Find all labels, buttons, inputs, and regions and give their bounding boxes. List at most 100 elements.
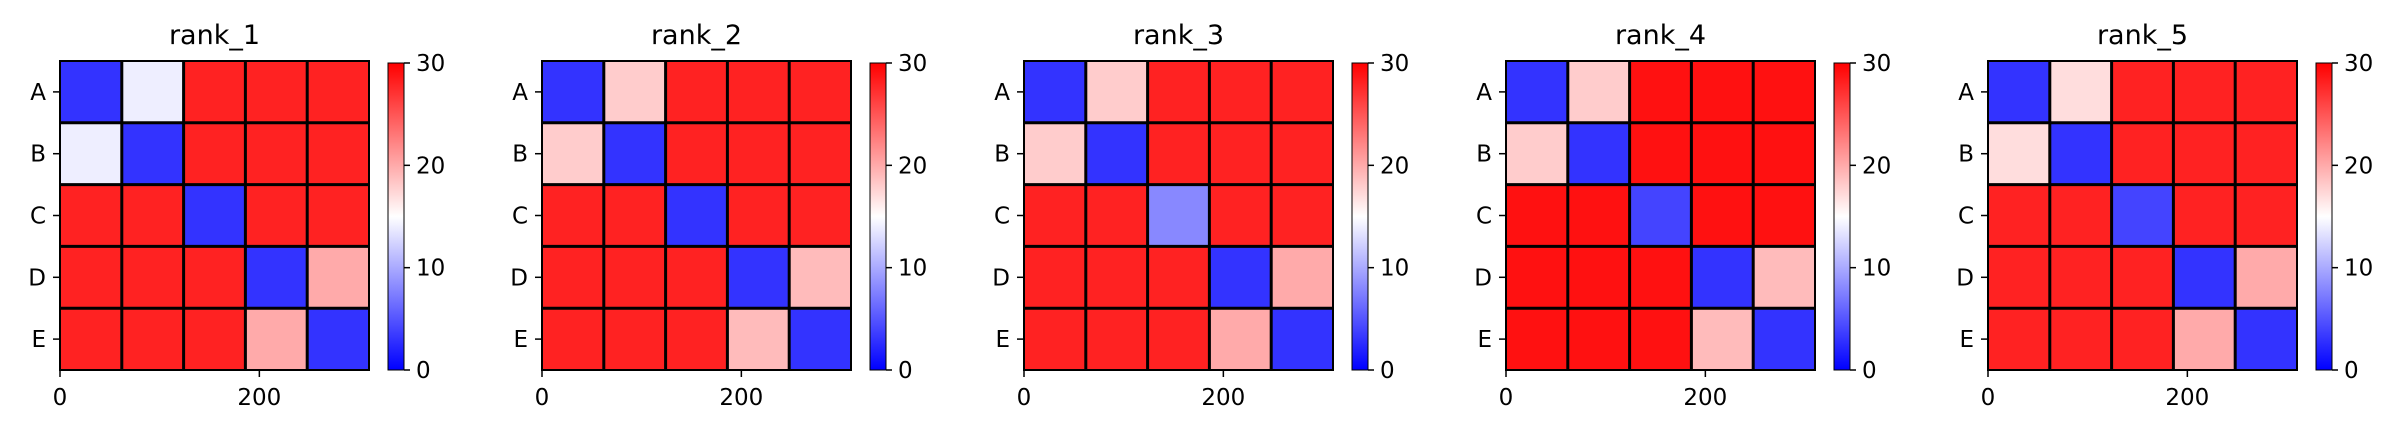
heatmap-panel-1: rank_1 A B C D E 0 200 0 10 20 30 (28, 20, 445, 411)
heatmap-block-C-D (2173, 184, 2236, 247)
heatmap-block-A-C (1629, 61, 1692, 123)
heatmap-block-A-B (1567, 61, 1630, 123)
heatmap-block-A-C (1147, 61, 1210, 123)
heatmap-block-D-A (1506, 246, 1568, 309)
colorbar-tick-label: 30 (898, 51, 927, 77)
panel-title: rank_4 (1615, 20, 1706, 51)
y-tick-label: C (1476, 204, 1492, 230)
colorbar-tick-label: 0 (416, 358, 431, 384)
heatmap-block-E-E (1271, 308, 1333, 370)
colorbar-tick-label: 0 (1380, 358, 1395, 384)
heatmap-block-C-C (183, 184, 246, 247)
heatmap-block-B-E (1271, 122, 1333, 185)
heatmap-block-C-B (1567, 184, 1630, 247)
y-tick-label: C (512, 204, 528, 230)
heatmap-block-C-B (121, 184, 184, 247)
heatmap-block-D-E (1271, 246, 1333, 309)
heatmap-block-A-C (665, 61, 728, 123)
heatmap-block-B-E (1753, 122, 1815, 185)
y-tick-label: D (1474, 265, 1492, 291)
heatmap-block-C-C (2111, 184, 2174, 247)
heatmap-block-B-C (1629, 122, 1692, 185)
heatmap-block-A-C (2111, 61, 2174, 123)
heatmap-block-E-A (1024, 308, 1086, 370)
heatmap-block-D-D (727, 246, 790, 309)
heatmap-block-E-E (2235, 308, 2297, 370)
colorbar-tick-label: 30 (1862, 51, 1891, 77)
heatmap-block-E-D (1209, 308, 1272, 370)
heatmap-block-D-D (1209, 246, 1272, 309)
heatmap-block-C-D (245, 184, 308, 247)
x-tick-label: 200 (1201, 385, 1245, 411)
heatmap-block-D-B (121, 246, 184, 309)
heatmap-block-B-B (1085, 122, 1148, 185)
heatmap-block-A-B (121, 61, 184, 123)
y-tick-label: E (1477, 327, 1492, 353)
colorbar-tick-label: 20 (2344, 153, 2373, 179)
heatmap-block-B-D (245, 122, 308, 185)
panel-title: rank_1 (169, 20, 260, 51)
heatmap-block-B-B (603, 122, 666, 185)
heatmap-block-E-E (307, 308, 369, 370)
heatmap-panel-4: rank_4 A B C D E 0 200 0 10 20 30 (1474, 20, 1891, 411)
heatmap-block-C-C (665, 184, 728, 247)
colorbar-tick-label: 20 (898, 153, 927, 179)
heatmap-block-B-D (1209, 122, 1272, 185)
y-tick-label: B (994, 142, 1010, 168)
heatmap-block-C-D (1691, 184, 1754, 247)
colorbar-tick-label: 30 (416, 51, 445, 77)
heatmap-block-D-A (542, 246, 604, 309)
heatmap-block-A-A (1506, 61, 1568, 123)
heatmap-block-A-D (727, 61, 790, 123)
heatmap-block-B-C (183, 122, 246, 185)
heatmap-block-C-C (1147, 184, 1210, 247)
colorbar-tick-label: 20 (1862, 153, 1891, 179)
heatmap-block-B-C (2111, 122, 2174, 185)
heatmap-block-E-C (2111, 308, 2174, 370)
heatmap-block-A-E (1753, 61, 1815, 123)
colorbar (869, 62, 887, 371)
y-tick-label: A (1476, 80, 1492, 106)
heatmap-block-B-B (1567, 122, 1630, 185)
heatmap-block-A-B (2049, 61, 2112, 123)
heatmap-block-B-D (2173, 122, 2236, 185)
heatmap-block-E-B (1085, 308, 1148, 370)
heatmap-block-E-B (121, 308, 184, 370)
heatmap-block-C-E (2235, 184, 2297, 247)
colorbar (1833, 62, 1851, 371)
heatmap-block-E-A (1506, 308, 1568, 370)
heatmap-block-D-D (2173, 246, 2236, 309)
heatmap-block-C-C (1629, 184, 1692, 247)
heatmap-block-B-D (1691, 122, 1754, 185)
y-tick-label: A (1958, 80, 1974, 106)
heatmap-block-E-C (1629, 308, 1692, 370)
heatmap-block-D-E (307, 246, 369, 309)
x-tick-label: 200 (719, 385, 763, 411)
heatmap-block-E-D (727, 308, 790, 370)
heatmap-block-E-B (2049, 308, 2112, 370)
heatmap-block-E-A (60, 308, 122, 370)
heatmap-block-D-E (1753, 246, 1815, 309)
heatmap-block-A-E (789, 61, 851, 123)
y-tick-label: E (1959, 327, 1974, 353)
x-tick-label: 0 (1017, 385, 1032, 411)
heatmap-block-E-D (1691, 308, 1754, 370)
heatmap-block-D-C (1629, 246, 1692, 309)
heatmap-block-B-E (2235, 122, 2297, 185)
heatmap-block-E-B (603, 308, 666, 370)
heatmap-block-A-A (60, 61, 122, 123)
heatmap-block-C-A (1506, 184, 1568, 247)
heatmap-block-D-B (1085, 246, 1148, 309)
colorbar-tick-label: 10 (1380, 256, 1409, 282)
heatmap-block-D-B (603, 246, 666, 309)
heatmap-block-D-C (1147, 246, 1210, 309)
heatmap-block-E-A (1988, 308, 2050, 370)
y-tick-label: A (512, 80, 528, 106)
colorbar-tick-label: 20 (416, 153, 445, 179)
heatmap-block-B-B (2049, 122, 2112, 185)
y-tick-label: A (30, 80, 46, 106)
heatmap-block-E-D (2173, 308, 2236, 370)
heatmap-block-A-B (1085, 61, 1148, 123)
heatmap-block-E-E (1753, 308, 1815, 370)
heatmap-block-C-B (1085, 184, 1148, 247)
